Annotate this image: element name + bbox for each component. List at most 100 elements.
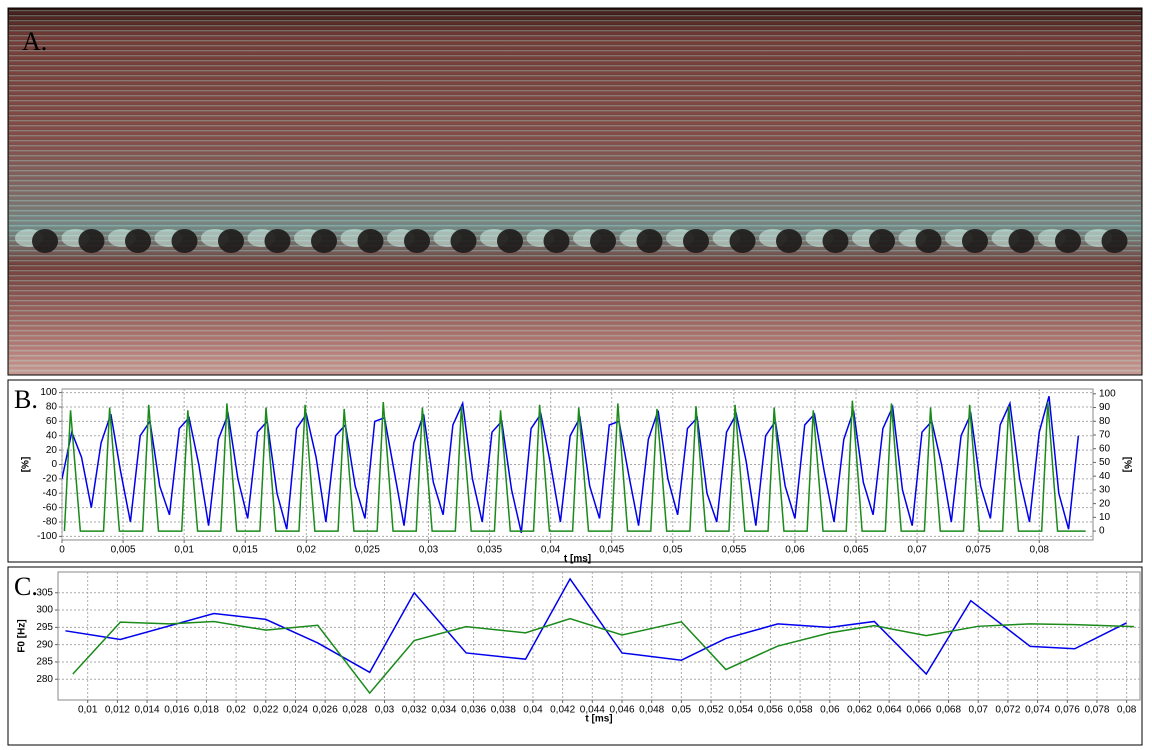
x-tick-label: 0,046	[609, 705, 634, 716]
x-tick-label: 0,068	[936, 705, 961, 716]
cycle-dark	[683, 229, 709, 253]
x-tick-label: 0,05	[663, 545, 683, 556]
cycle-dark	[1009, 229, 1035, 253]
y2-tick-label: 30	[1099, 485, 1111, 496]
cycle-dark	[311, 229, 337, 253]
cycle-dark	[1055, 229, 1081, 253]
x-tick-label: 0,018	[194, 705, 219, 716]
x-tick-label: 0,072	[995, 705, 1020, 716]
cycle-dark	[962, 229, 988, 253]
y2-tick-label: 0	[1099, 526, 1105, 537]
y2-tick-label: 40	[1099, 471, 1111, 482]
figure: A. B.-100-80-60-40-200204060801000102030…	[0, 0, 1152, 750]
x-tick-label: 0,074	[1025, 705, 1050, 716]
x-tick-label: 0,01	[174, 545, 194, 556]
x-tick-label: 0,055	[721, 545, 746, 556]
x-tick-label: 0,078	[1084, 705, 1109, 716]
x-tick-label: 0,07	[968, 705, 988, 716]
x-axis-title: t [ms]	[564, 554, 591, 565]
y-tick-label: 305	[36, 587, 53, 598]
x-tick-label: 0,038	[491, 705, 516, 716]
y-tick-label: 20	[46, 445, 58, 456]
y-tick-label: 290	[36, 639, 53, 650]
cycle-dark	[776, 229, 802, 253]
x-tick-label: 0,06	[820, 705, 840, 716]
cycle-dark	[218, 229, 244, 253]
y2-tick-label: 50	[1099, 457, 1111, 468]
y-tick-label: 60	[46, 416, 58, 427]
x-tick-label: 0,02	[226, 705, 246, 716]
y-tick-label: -80	[43, 517, 58, 528]
cycle-dark	[172, 229, 198, 253]
x-tick-label: 0,06	[785, 545, 805, 556]
cycle-dark	[79, 229, 105, 253]
y-tick-label: 285	[36, 657, 53, 668]
cycle-dark	[916, 229, 942, 253]
y-tick-label: 280	[36, 674, 53, 685]
x-tick-label: 0,058	[788, 705, 813, 716]
x-tick-label: 0,04	[541, 545, 561, 556]
x-tick-label: 0,04	[523, 705, 543, 716]
x-tick-label: 0,07	[907, 545, 927, 556]
x-tick-label: 0,048	[639, 705, 664, 716]
x-tick-label: 0,076	[1055, 705, 1080, 716]
cycle-dark	[544, 229, 570, 253]
x-tick-label: 0,022	[253, 705, 278, 716]
x-tick-label: 0,075	[966, 545, 991, 556]
y-tick-label: 80	[46, 402, 58, 413]
kymogram-stripes	[9, 9, 1141, 374]
x-tick-label: 0,042	[550, 705, 575, 716]
cycle-dark	[32, 229, 58, 253]
x-tick-label: 0,065	[844, 545, 869, 556]
y-axis-title: [%]	[21, 457, 32, 473]
x-tick-label: 0,032	[402, 705, 427, 716]
x-tick-label: 0,062	[847, 705, 872, 716]
x-axis-title: t [ms]	[585, 714, 612, 725]
x-tick-label: 0,054	[728, 705, 753, 716]
panel-label: B.	[14, 385, 38, 414]
x-tick-label: 0,014	[135, 705, 160, 716]
y-tick-label: -20	[43, 474, 58, 485]
y-tick-label: 40	[46, 430, 58, 441]
cycle-dark	[1102, 229, 1128, 253]
x-tick-label: 0,02	[297, 545, 317, 556]
x-tick-label: 0,066	[906, 705, 931, 716]
cycle-dark	[823, 229, 849, 253]
y2-tick-label: 90	[1099, 402, 1111, 413]
x-tick-label: 0,024	[283, 705, 308, 716]
cycle-dark	[404, 229, 430, 253]
cycle-dark	[497, 229, 523, 253]
y2-tick-label: 80	[1099, 416, 1111, 427]
x-tick-label: 0,056	[758, 705, 783, 716]
x-tick-label: 0,034	[431, 705, 456, 716]
x-tick-label: 0,045	[599, 545, 624, 556]
x-tick-label: 0,026	[313, 705, 338, 716]
x-tick-label: 0,064	[877, 705, 902, 716]
cycle-dark	[869, 229, 895, 253]
y-tick-label: 0	[51, 459, 57, 470]
cycle-dark	[358, 229, 384, 253]
x-tick-label: 0,03	[419, 545, 439, 556]
chart-panel: B.-100-80-60-40-200204060801000102030405…	[8, 380, 1142, 565]
y-tick-label: 300	[36, 605, 53, 616]
x-tick-label: 0,012	[105, 705, 130, 716]
x-tick-label: 0,025	[355, 545, 380, 556]
kymogram-panel: A.	[8, 8, 1142, 375]
y2-tick-label: 20	[1099, 498, 1111, 509]
y-tick-label: -60	[43, 502, 58, 513]
x-tick-label: 0,03	[375, 705, 395, 716]
x-tick-label: 0,016	[164, 705, 189, 716]
x-tick-label: 0,035	[477, 545, 502, 556]
y2-tick-label: 60	[1099, 443, 1111, 454]
cycle-dark	[451, 229, 477, 253]
cycle-dark	[590, 229, 616, 253]
x-tick-label: 0,052	[699, 705, 724, 716]
cycle-dark	[125, 229, 151, 253]
panel-label: C.	[14, 572, 38, 601]
y-tick-label: 100	[40, 387, 57, 398]
x-tick-label: 0,005	[111, 545, 136, 556]
panel-label: A.	[22, 27, 47, 56]
x-tick-label: 0,028	[342, 705, 367, 716]
y-axis-title: F0 [Hz]	[17, 619, 28, 652]
